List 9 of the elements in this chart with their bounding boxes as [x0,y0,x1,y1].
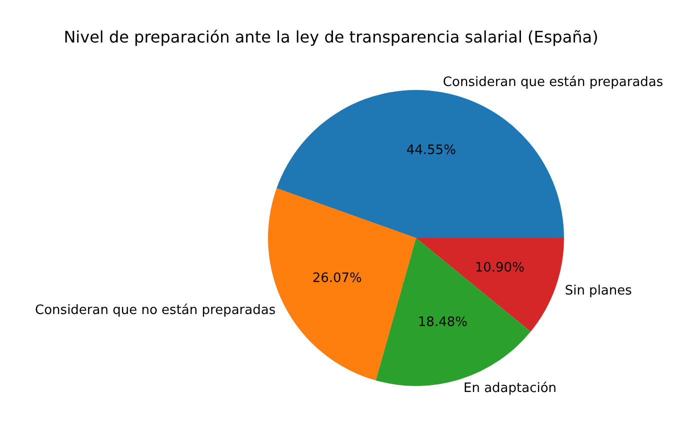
chart-title: Nivel de preparación ante la ley de transparencia salarial (España) [64,28,598,46]
data-label: 10.90% [474,260,524,276]
data-label: 44.55% [406,143,456,158]
data-label: 18.48% [418,315,468,330]
slice-label: En adaptación [464,381,557,396]
slice-label: Consideran que están preparadas [442,74,664,90]
data-label: 26.07% [312,271,362,286]
slice-label: Sin planes [564,284,632,299]
slice-label: Consideran que no están preparadas [35,302,276,318]
